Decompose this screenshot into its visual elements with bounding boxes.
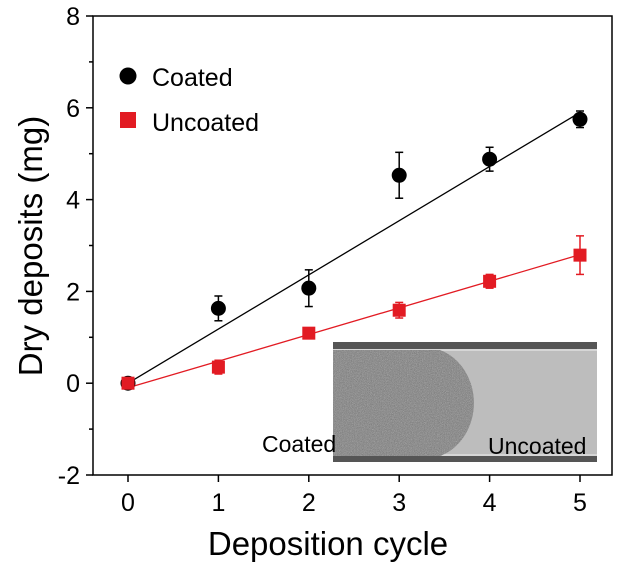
y-tick-label: -2 [58,462,80,490]
data-point-coated [572,110,588,129]
legend-label-coated: Coated [152,64,233,92]
marker-square [483,274,497,288]
y-tick-label: 8 [66,3,80,31]
marker-circle [572,111,588,127]
inset-label-coated: Coated [262,431,336,457]
x-tick-label: 2 [302,489,316,517]
data-point-uncoated [392,301,406,319]
inset-photo: Coated Uncoated [262,342,597,462]
data-point-uncoated [211,359,225,375]
marker-circle [301,280,317,296]
marker-square [573,248,587,262]
data-point-coated [391,151,407,199]
legend-label-uncoated: Uncoated [152,109,259,137]
marker-square [121,376,135,390]
marker-circle [482,151,498,167]
data-point-uncoated [121,376,135,390]
marker-square [211,360,225,374]
fit-line-coated [127,111,581,384]
x-axis-label: Deposition cycle [208,525,448,562]
marker-circle [391,167,407,183]
data-point-coated [210,295,226,322]
y-axis-label: Dry deposits (mg) [12,116,49,376]
data-point-uncoated [483,273,497,289]
y-tick-label: 4 [66,187,80,215]
marker-square [302,326,316,340]
data-point-coated [482,146,498,172]
y-tick-label: 6 [66,95,80,123]
x-tick-label: 5 [573,489,587,517]
legend-marker-coated [119,67,137,85]
marker-square [392,303,406,317]
data-point-coated [301,269,317,308]
data-point-uncoated [302,326,316,340]
fit-line-uncoated [127,254,581,389]
data-point-uncoated [573,235,587,276]
legend: Coated Uncoated [119,64,259,137]
legend-marker-uncoated [120,112,136,128]
inset-label-uncoated: Uncoated [488,433,586,459]
x-tick-label: 0 [121,489,135,517]
marker-circle [210,300,226,316]
x-tick-label: 3 [392,489,406,517]
y-tick-label: 2 [66,278,80,306]
x-tick-label: 1 [211,489,225,517]
y-tick-label: 0 [66,370,80,398]
x-tick-label: 4 [483,489,497,517]
